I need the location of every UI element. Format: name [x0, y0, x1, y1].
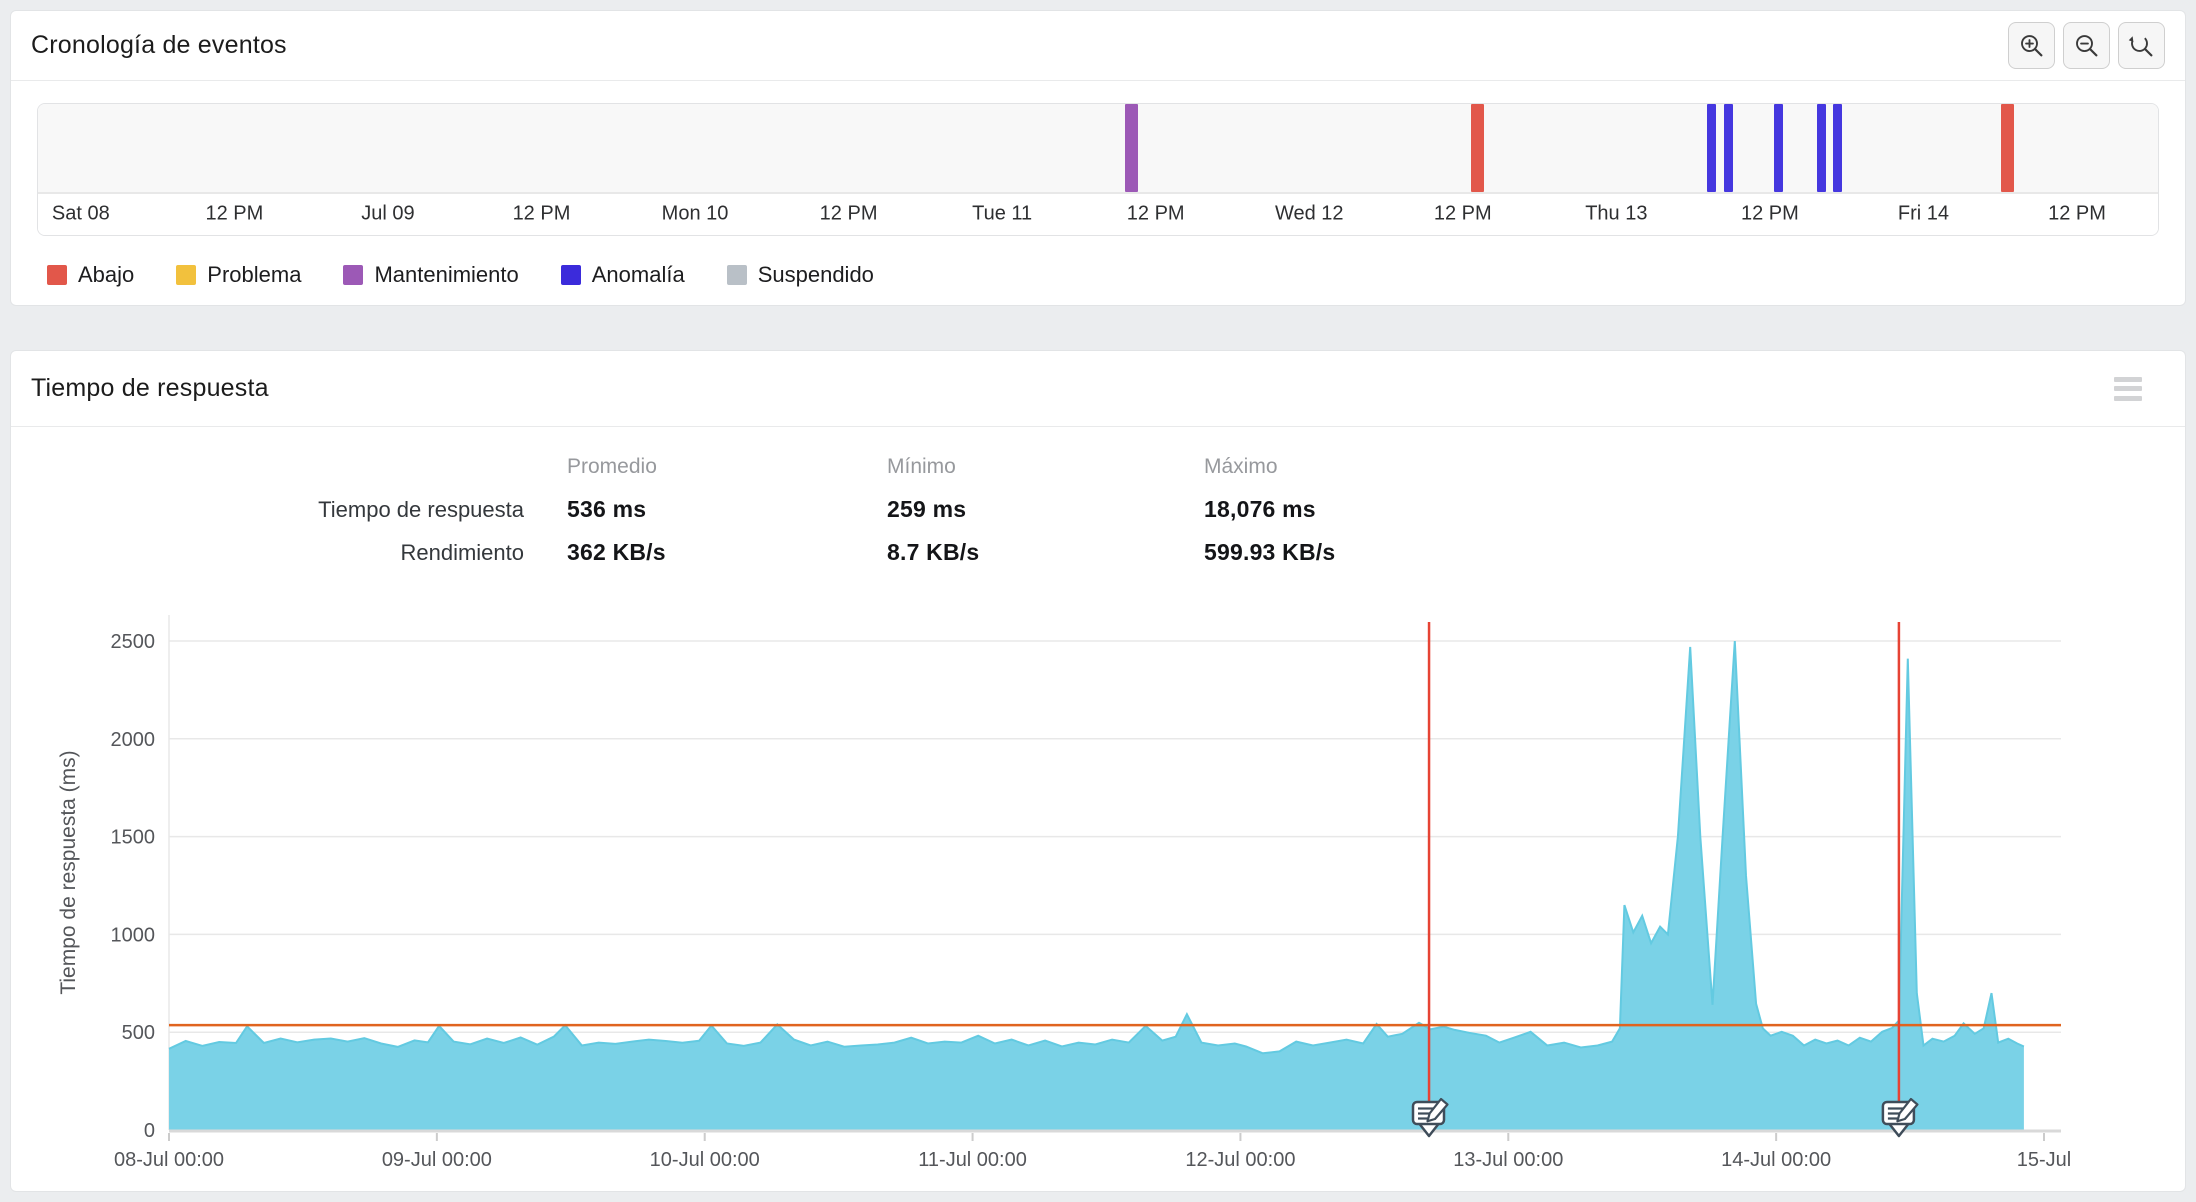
- y-gridlines: 0 500 1000 1500 2000 2500: [111, 631, 2061, 1142]
- annotation-edit-icon[interactable]: [1881, 1097, 1919, 1138]
- legend-item: Mantenimiento: [343, 262, 519, 288]
- x-axis-tick-label: 14-Jul 00:00: [1721, 1149, 1831, 1171]
- event-marker-anomalia[interactable]: [1773, 104, 1783, 192]
- stats-value: 18,076 ms: [1204, 496, 1316, 522]
- stats-corner-cell: [11, 445, 567, 488]
- y-axis-tick-label: 500: [122, 1022, 155, 1044]
- legend-item: Suspendido: [726, 262, 874, 288]
- x-axis-tick-label: 13-Jul 00:00: [1453, 1149, 1563, 1171]
- response-time-card: Tiempo de respuesta Promedio Mínimo Máximo…: [10, 350, 2186, 1192]
- event-marker-mantenimiento[interactable]: [1125, 104, 1139, 192]
- stats-value: 259 ms: [887, 496, 967, 522]
- timeline-axis-label: 12 PM: [819, 202, 878, 225]
- legend-item: Anomalía: [560, 262, 685, 288]
- legend-item: Abajo: [47, 262, 134, 288]
- y-axis-tick-label: 2500: [111, 631, 156, 653]
- stats-column-header: Máximo: [1204, 454, 1278, 478]
- zoom-in-button[interactable]: [2008, 22, 2055, 69]
- event-marker-abajo[interactable]: [1470, 104, 1484, 192]
- response-time-area-series: [169, 641, 2024, 1130]
- zoom-out-button[interactable]: [2063, 22, 2110, 69]
- timeline-axis-label: Fri 14: [1897, 202, 1949, 225]
- legend-swatch-icon: [726, 265, 747, 285]
- x-axis-tick-label: 10-Jul 00:00: [650, 1149, 760, 1171]
- timeline-axis-label: Wed 12: [1274, 202, 1344, 225]
- legend-swatch-icon: [560, 265, 581, 285]
- chart-menu-button[interactable]: [2114, 376, 2142, 401]
- legend-label: Mantenimiento: [374, 262, 519, 287]
- response-card-header: Tiempo de respuesta: [11, 351, 2185, 427]
- timeline-axis-label: Mon 10: [661, 202, 729, 225]
- y-axis-tick-label: 1500: [111, 827, 156, 849]
- event-timeline-track[interactable]: [38, 104, 2158, 194]
- event-marker-anomalia[interactable]: [1816, 104, 1826, 192]
- response-stats-table: Promedio Mínimo Máximo Tiempo de respuesta 5…: [11, 445, 2185, 574]
- event-marker-abajo[interactable]: [2000, 104, 2014, 192]
- stats-value: 599.93 KB/s: [1204, 539, 1336, 565]
- stats-value: 8.7 KB/s: [887, 539, 980, 565]
- legend-swatch-icon: [343, 265, 364, 285]
- zoom-out-icon: [2075, 34, 2097, 56]
- event-timeline: Sat 08 12 PM Jul 09 12 PM Mon 10 12 PM Tue 11 1…: [37, 103, 2159, 236]
- x-axis-tick-label: 15-Jul: [2017, 1149, 2071, 1171]
- y-axis-tick-label: 2000: [111, 729, 156, 751]
- timeline-axis-label: Thu 13: [1585, 202, 1648, 225]
- x-axis-ticks: 08-Jul 00:00 09-Jul 00:00 10-Jul 00:00 11-J…: [114, 1133, 2071, 1171]
- event-legend: Abajo Problema Mantenimiento Anomalía Suspen…: [47, 262, 2185, 288]
- stats-column-header: Mínimo: [887, 454, 956, 478]
- stats-value: 536 ms: [567, 496, 647, 522]
- legend-swatch-icon: [47, 265, 67, 285]
- response-time-area-chart[interactable]: 0 500 1000 1500 2000 2500 08-Jul 00:00 09-Jul 0…: [11, 582, 2187, 1182]
- event-timeline-axis: Sat 08 12 PM Jul 09 12 PM Mon 10 12 PM Tue 11 1…: [38, 194, 2158, 235]
- legend-label: Anomalía: [591, 262, 685, 287]
- timeline-axis-label: 12 PM: [1433, 202, 1492, 225]
- timeline-card-header: Cronología de eventos: [11, 11, 2185, 81]
- timeline-axis-label: 12 PM: [1740, 202, 1799, 225]
- event-timeline-card: Cronología de eventos: [10, 10, 2186, 306]
- stats-row-label: Rendimiento: [400, 539, 524, 565]
- timeline-card-title: Cronología de eventos: [31, 31, 287, 59]
- stats-column-header: Promedio: [567, 454, 657, 478]
- event-marker-anomalia[interactable]: [1723, 104, 1733, 192]
- zoom-in-icon: [2020, 34, 2042, 56]
- x-axis-tick-label: 08-Jul 00:00: [114, 1149, 224, 1171]
- y-axis-title: Tiempo de respuesta (ms): [57, 750, 80, 994]
- y-axis-tick-label: 1000: [111, 924, 156, 946]
- x-axis-tick-label: 11-Jul 00:00: [918, 1149, 1027, 1171]
- timeline-axis-label: 12 PM: [2048, 202, 2106, 225]
- legend-label: Abajo: [78, 262, 135, 287]
- y-axis-tick-label: 0: [144, 1120, 155, 1142]
- response-card-title: Tiempo de respuesta: [31, 374, 269, 402]
- legend-label: Suspendido: [757, 262, 874, 287]
- stats-row-label: Tiempo de respuesta: [318, 496, 524, 522]
- x-axis-tick-label: 12-Jul 00:00: [1185, 1149, 1295, 1171]
- hamburger-icon: [2114, 376, 2142, 382]
- legend-swatch-icon: [176, 265, 197, 285]
- x-axis-tick-label: 09-Jul 00:00: [382, 1149, 492, 1171]
- event-marker-anomalia[interactable]: [1832, 104, 1842, 192]
- legend-item: Problema: [176, 262, 301, 288]
- timeline-axis-label: Jul 09: [361, 202, 415, 225]
- zoom-reset-button[interactable]: [2118, 22, 2165, 69]
- timeline-axis-label: 12 PM: [205, 202, 264, 225]
- timeline-axis-label: Sat 08: [51, 202, 110, 225]
- response-time-chart: 0 500 1000 1500 2000 2500 08-Jul 00:00 09-Jul 0…: [11, 582, 2185, 1182]
- legend-label: Problema: [207, 262, 302, 287]
- timeline-zoom-toolbar: [2008, 22, 2165, 69]
- event-marker-anomalia[interactable]: [1707, 104, 1717, 192]
- zoom-reset-icon: [2128, 35, 2152, 56]
- timeline-axis-label: 12 PM: [512, 202, 571, 225]
- response-time-series-line: [168, 640, 2025, 1055]
- timeline-axis-label: 12 PM: [1126, 202, 1185, 225]
- stats-value: 362 KB/s: [567, 539, 666, 565]
- annotation-edit-icon[interactable]: [1411, 1097, 1449, 1138]
- timeline-axis-label: Tue 11: [972, 202, 1033, 225]
